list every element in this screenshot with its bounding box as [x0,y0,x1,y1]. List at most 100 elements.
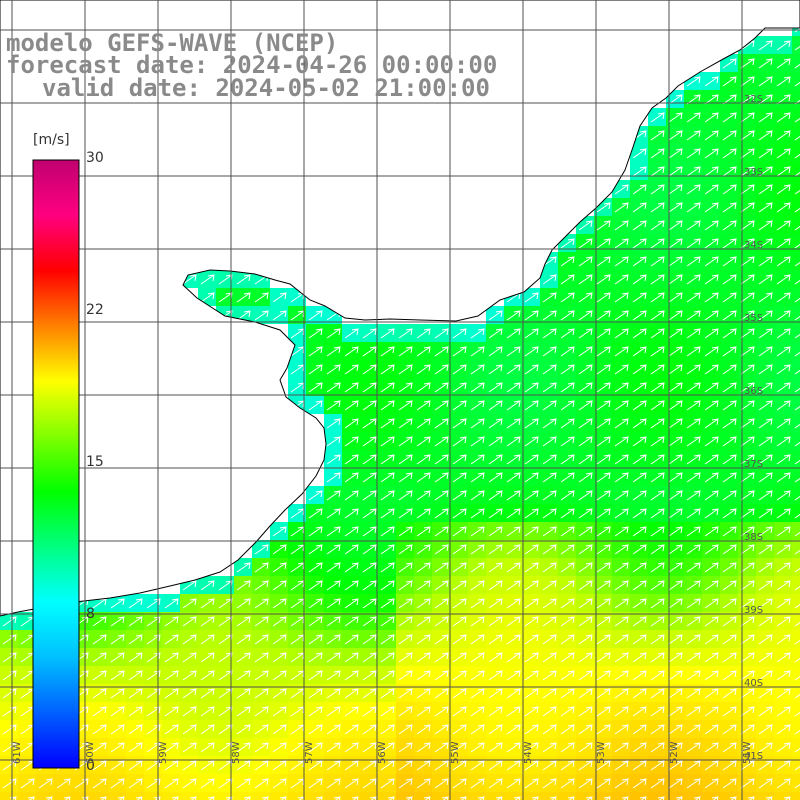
wind-arrow [693,796,701,800]
wind-arrow [488,472,503,483]
wind-arrow [632,652,647,663]
wind-arrow [524,364,539,375]
wind-arrow [704,508,719,519]
wind-arrow [416,652,431,663]
wind-arrow [794,333,800,339]
wind-arrow [488,526,503,537]
wind-arrow [506,526,521,537]
wind-arrow [758,148,773,159]
wind-arrow [200,724,215,735]
wind-arrow [416,562,431,573]
wind-arrow [488,490,503,501]
wind-cell [162,792,180,800]
wind-arrow [596,274,611,285]
wind-arrow [578,382,593,393]
wind-arrow [236,616,251,627]
wind-arrow [542,562,557,573]
wind-arrow [704,418,719,429]
wind-arrow [380,490,395,501]
lon-label: 53W [596,741,607,764]
wind-arrow [686,202,701,213]
wind-arrow [380,400,395,411]
wind-arrow [506,382,521,393]
wind-arrow [362,490,377,501]
wind-arrow [704,184,719,195]
wind-cell [792,684,800,702]
wind-arrow [758,292,773,303]
wind-arrow [704,382,719,393]
wind-arrow [470,778,485,789]
wind-arrow [308,598,323,609]
wind-cell [774,792,792,800]
wind-arrow [506,472,521,483]
wind-arrow [794,117,800,123]
wind-arrow [200,706,215,717]
wind-arrow [182,724,197,735]
wind-cell [792,738,800,756]
wind-arrow [722,580,737,591]
wind-arrow [326,436,341,447]
wind-arrow [470,688,485,699]
wind-arrow [740,184,755,195]
wind-arrow [650,400,665,411]
wind-arrow [578,238,593,249]
wind-arrow [524,292,539,303]
wind-arrow [308,562,323,573]
wind-arrow [560,652,575,663]
wind-arrow [506,508,521,519]
wind-arrow [560,760,575,771]
wind-arrow [351,796,359,800]
wind-arrow [776,724,791,735]
wind-arrow [308,760,323,771]
wind-arrow [758,130,773,141]
wind-arrow [362,580,377,591]
wind-arrow [344,616,359,627]
wind-cell [792,72,800,90]
wind-arrow [200,616,215,627]
wind-arrow [722,706,737,717]
title-forecast-date: forecast date: 2024-04-26 00:00:00 [6,51,498,79]
wind-arrow [344,760,359,771]
wind-arrow [344,544,359,555]
wind-arrow [272,724,287,735]
wind-cell [792,288,800,306]
wind-arrow [776,634,791,645]
wind-arrow [794,63,800,69]
wind-arrow [722,310,737,321]
wind-arrow [398,382,413,393]
wind-arrow [758,544,773,555]
wind-arrow [686,292,701,303]
wind-arrow [578,562,593,573]
wind-arrow [524,688,539,699]
wind-arrow [614,256,629,267]
wind-arrow [776,418,791,429]
wind-arrow [794,81,800,87]
wind-arrow [758,364,773,375]
wind-arrow [639,796,647,800]
wind-arrow [650,256,665,267]
wind-arrow [740,490,755,501]
wind-arrow [128,598,143,609]
wind-arrow [488,436,503,447]
wind-arrow [362,400,377,411]
wind-arrow [578,454,593,465]
wind-arrow [362,760,377,771]
wind-arrow [668,238,683,249]
wind-arrow [225,796,233,800]
wind-arrow [776,220,791,231]
wind-arrow [632,472,647,483]
wind-arrow [704,724,719,735]
wind-vector-arrows [2,9,800,800]
wind-arrow [416,328,431,339]
wind-arrow [794,153,800,159]
wind-arrow [416,670,431,681]
wind-cell [792,774,800,792]
wind-arrow [614,418,629,429]
wind-arrow [614,598,629,609]
lon-label: 61W [12,741,23,764]
wind-arrow [686,490,701,501]
wind-arrow [794,261,800,267]
wind-cell [522,792,540,800]
wind-arrow [164,652,179,663]
wind-arrow [794,279,800,285]
